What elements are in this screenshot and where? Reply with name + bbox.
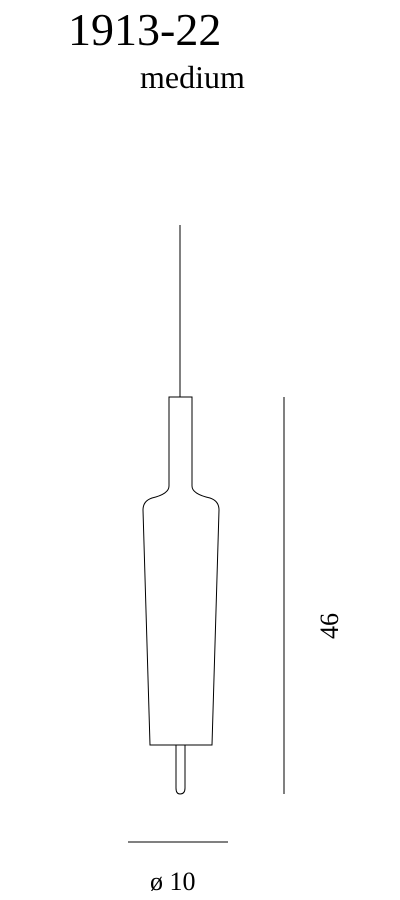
height-dimension-label: 46 <box>315 613 344 639</box>
product-size-label: medium <box>140 59 245 95</box>
product-model-number: 1913-22 <box>68 4 222 55</box>
bulb-tip <box>175 745 186 795</box>
lamp-body-outline <box>142 396 220 746</box>
diameter-dimension-label: ø 10 <box>150 867 196 896</box>
